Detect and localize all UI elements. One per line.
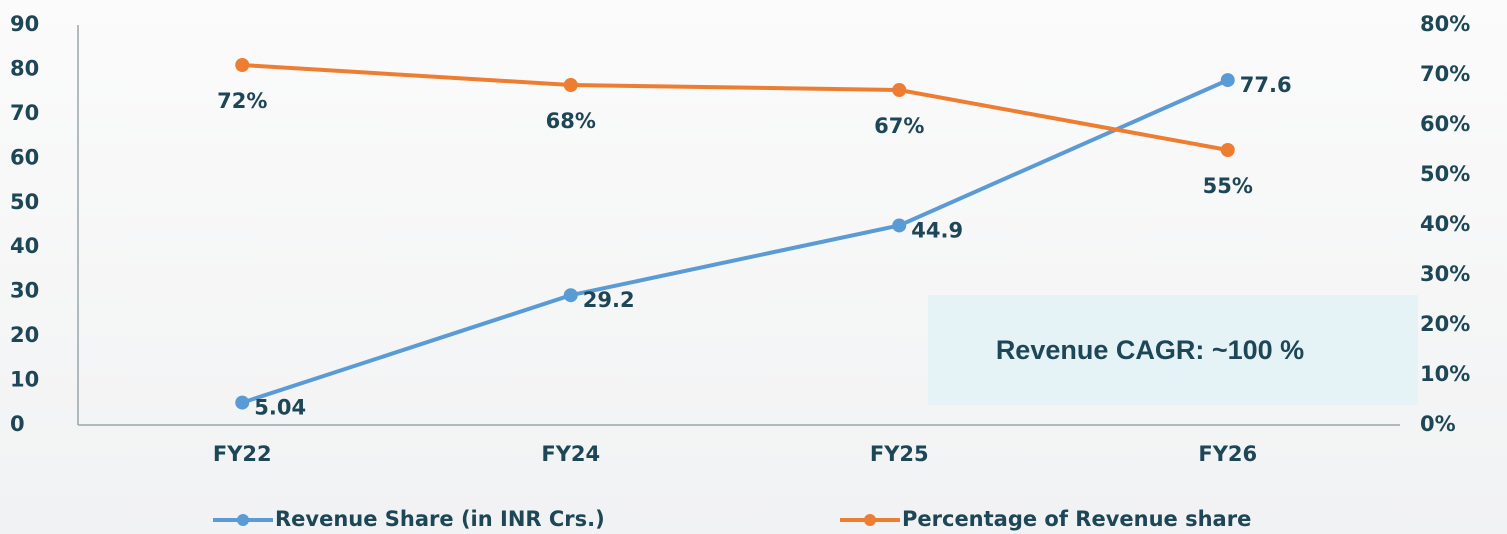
y-tick-label: 20	[10, 323, 39, 347]
y2-tick-label: 10%	[1420, 362, 1470, 386]
annotation: Revenue CAGR: ~100 %	[996, 335, 1304, 365]
y2-tick-label: 70%	[1420, 62, 1470, 86]
data-label: 68%	[546, 109, 596, 133]
legend-marker	[864, 514, 876, 526]
y-tick-label: 40	[10, 234, 39, 258]
x-tick-label: FY25	[870, 442, 929, 466]
y2-tick-label: 30%	[1420, 262, 1470, 286]
y2-tick-label: 40%	[1420, 212, 1470, 236]
legend-label: Percentage of Revenue share	[902, 507, 1251, 531]
data-label: 55%	[1203, 174, 1253, 198]
y-tick-label: 30	[10, 279, 39, 303]
x-tick-label: FY22	[213, 442, 272, 466]
y-tick-label: 80	[10, 56, 39, 80]
data-label: 44.9	[911, 218, 963, 242]
x-tick-label: FY26	[1198, 442, 1257, 466]
point	[235, 396, 249, 410]
point	[235, 58, 249, 72]
data-label: 72%	[217, 89, 267, 113]
y-tick-label: 0	[10, 412, 25, 436]
point	[892, 218, 906, 232]
x-tick-label: FY24	[541, 442, 600, 466]
point	[564, 78, 578, 92]
y-tick-label: 60	[10, 145, 39, 169]
data-label: 67%	[874, 114, 924, 138]
y-tick-label: 70	[10, 101, 39, 125]
point	[892, 83, 906, 97]
y2-tick-label: 0%	[1420, 412, 1456, 436]
point	[1221, 143, 1235, 157]
y-tick-label: 50	[10, 190, 39, 214]
point	[564, 288, 578, 302]
y-tick-label: 90	[10, 12, 39, 36]
point	[1221, 73, 1235, 87]
y2-tick-label: 80%	[1420, 12, 1470, 36]
chart: Revenue CAGR: ~100 % 0 10 20 30 40 50 60 70 80 90…	[0, 0, 1507, 534]
data-label: 77.6	[1240, 73, 1292, 97]
data-label: 29.2	[583, 288, 635, 312]
y2-tick-label: 20%	[1420, 312, 1470, 336]
data-label: 5.04	[254, 396, 306, 420]
series-line	[242, 65, 1228, 150]
legend-marker	[237, 514, 249, 526]
y-tick-label: 10	[10, 368, 39, 392]
y2-tick-label: 60%	[1420, 112, 1470, 136]
legend-label: Revenue Share (in INR Crs.)	[275, 507, 605, 531]
y2-tick-label: 50%	[1420, 162, 1470, 186]
